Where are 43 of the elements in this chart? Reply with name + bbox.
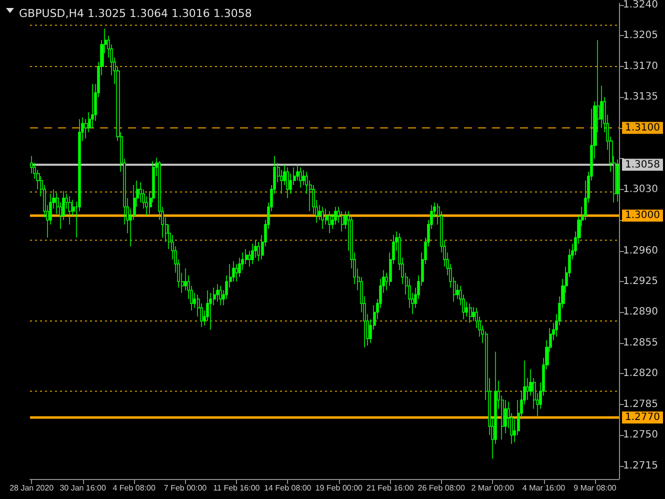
ref-line-label: 1.3100 xyxy=(625,122,660,134)
y-tick-label: 1.3030 xyxy=(623,184,658,195)
y-tick-label: 1.2820 xyxy=(623,368,658,380)
y-tick-label: 1.3170 xyxy=(623,60,658,72)
x-tick-label: 4 Mar 16:00 xyxy=(522,484,566,492)
candlestick xyxy=(216,284,219,302)
x-tick-label: 19 Feb 00:00 xyxy=(315,484,364,492)
y-tick-label: 1.2855 xyxy=(623,337,658,348)
candlestick xyxy=(328,210,331,234)
x-tick-label: 11 Feb 16:00 xyxy=(213,484,260,492)
y-tick-label: 1.2785 xyxy=(623,398,658,410)
ref-line-label: 1.3058 xyxy=(625,159,660,170)
x-tick-label: 2 Mar 00:00 xyxy=(471,484,514,492)
chart-title: GBPUSD,H4 1.3025 1.3064 1.3016 1.3058 xyxy=(19,7,252,20)
candlestick xyxy=(299,166,302,188)
y-tick-label: 1.2890 xyxy=(623,306,658,318)
candlestick xyxy=(616,159,619,202)
x-tick-label: 30 Jan 16:00 xyxy=(60,484,106,492)
x-tick-label: 4 Feb 08:00 xyxy=(112,484,156,492)
y-tick-label: 1.2715 xyxy=(623,460,658,472)
ref-line-label: 1.3000 xyxy=(625,210,660,222)
x-tick-label: 7 Feb 00:00 xyxy=(164,484,208,492)
candlestick xyxy=(321,206,324,230)
candlestick xyxy=(286,166,289,199)
ref-line-label: 1.2770 xyxy=(625,412,660,424)
y-tick-label: 1.3240 xyxy=(623,0,658,10)
y-tick-label: 1.2925 xyxy=(623,276,658,287)
x-tick-label: 21 Feb 16:00 xyxy=(366,484,414,492)
candlestick xyxy=(91,84,94,128)
candlestick xyxy=(219,285,222,306)
candlestick xyxy=(251,243,254,264)
candlestick xyxy=(334,206,337,225)
y-tick-label: 1.3135 xyxy=(623,92,658,103)
y-tick-label: 1.2750 xyxy=(623,430,658,441)
candlestick xyxy=(341,210,344,232)
y-tick-label: 1.2960 xyxy=(623,245,658,256)
candlestick xyxy=(469,303,472,324)
y-tick-label: 1.3205 xyxy=(623,30,658,42)
x-tick-label: 14 Feb 08:00 xyxy=(264,484,312,492)
x-tick-label: 26 Feb 08:00 xyxy=(418,484,466,492)
candlestick xyxy=(68,196,72,225)
x-tick-label: 9 Mar 08:00 xyxy=(574,484,617,492)
x-tick-label: 28 Jan 2020 xyxy=(10,484,54,492)
